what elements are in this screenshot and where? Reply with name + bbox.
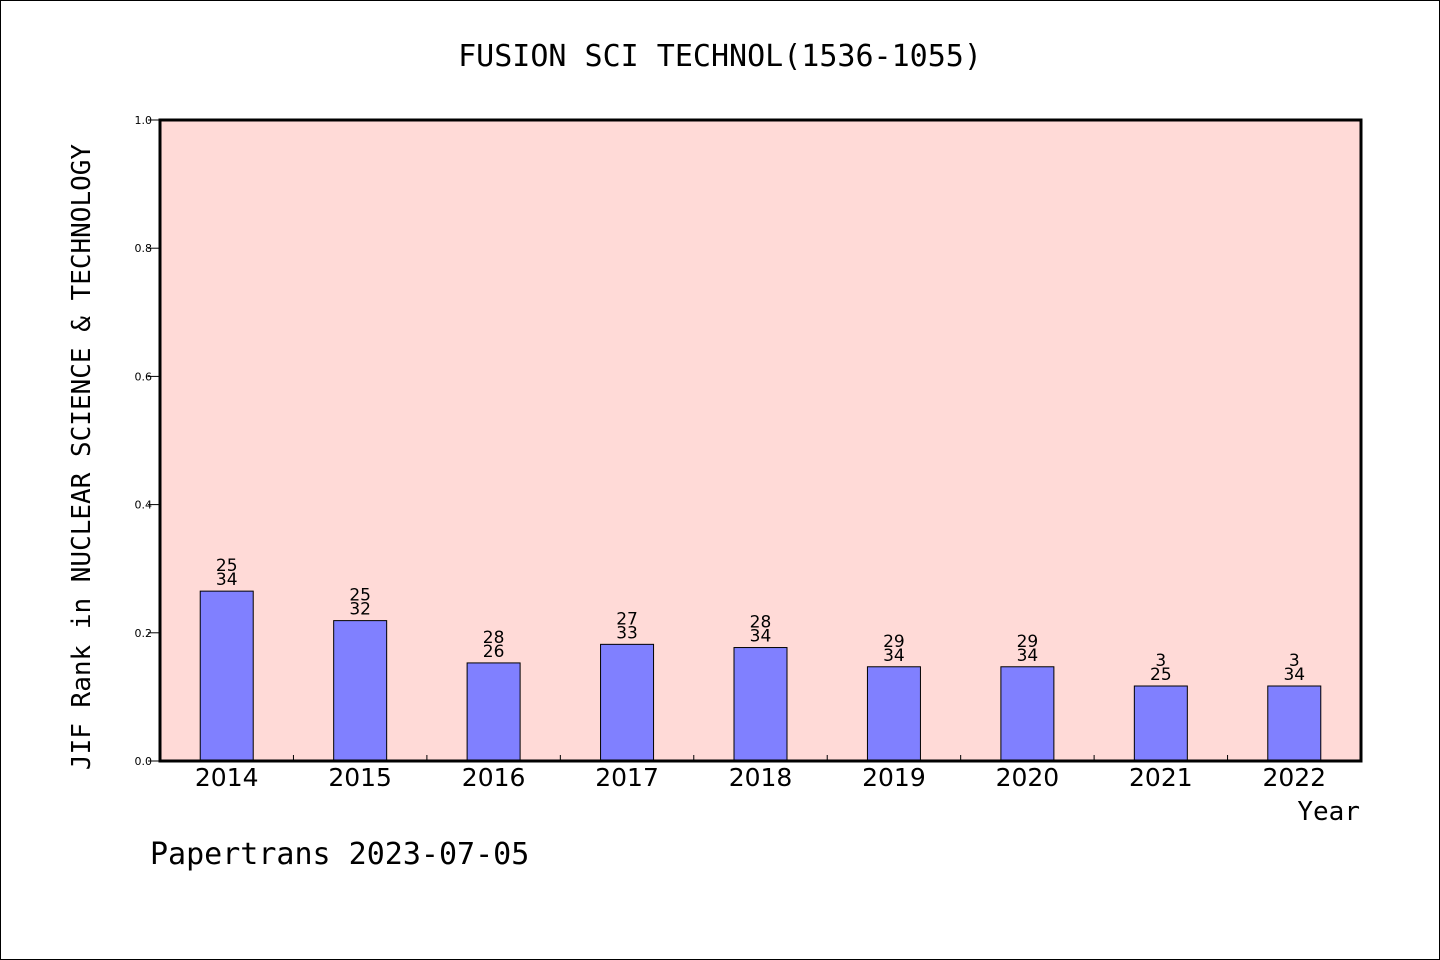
bar-label-bottom-2019: 34 [883, 646, 905, 666]
plot-border [158, 118, 1363, 763]
y-axis-label: JIF Rank in NUCLEAR SCIENCE & TECHNOLOGY [67, 144, 97, 770]
bar-label-top-2022: 3 [1289, 651, 1300, 671]
y-tick-label: 0.8 [135, 242, 153, 255]
bar-2020 [1000, 666, 1055, 762]
bar-label-bottom-2016: 26 [483, 642, 505, 662]
bar-2021 [1133, 685, 1188, 762]
bar-label-top-2017: 27 [616, 609, 638, 629]
x-tick-label-2015: 2015 [328, 763, 392, 792]
bar-2018 [733, 647, 788, 762]
bar-label-top-2016: 28 [483, 628, 505, 648]
x-tick-label-2021: 2021 [1129, 763, 1193, 792]
x-tick-label-2014: 2014 [195, 763, 259, 792]
x-tick-label-2019: 2019 [862, 763, 926, 792]
y-tick-label: 0.4 [135, 499, 153, 512]
bar-2019 [866, 666, 921, 762]
y-tick-label: 0.0 [135, 755, 153, 768]
bar-label-bottom-2014: 34 [216, 570, 238, 590]
bar-label-bottom-2020: 34 [1017, 646, 1039, 666]
bar-label-bottom-2018: 34 [750, 627, 772, 647]
x-axis: 2014 2015 2016 2017 2018 2019 2020 2021 2022 [195, 755, 1326, 792]
bar-label-top-2018: 28 [750, 613, 772, 633]
bar-label-bottom-2015: 32 [349, 600, 371, 620]
bar-label-bottom-2017: 33 [616, 623, 638, 643]
bar-2022 [1267, 685, 1322, 762]
bar-label-top-2014: 25 [216, 556, 238, 576]
y-tick-label: 0.6 [135, 370, 153, 383]
bar-2014 [199, 590, 254, 762]
chart-title: FUSION SCI TECHNOL(1536-1055) [458, 39, 982, 74]
bar-label-top-2021: 3 [1155, 651, 1166, 671]
x-tick-label-2022: 2022 [1262, 763, 1326, 792]
footer-credit: Papertrans 2023-07-05 [150, 837, 529, 872]
x-tick-label-2017: 2017 [595, 763, 659, 792]
bar-label-top-2015: 25 [349, 586, 371, 606]
x-tick-label-2016: 2016 [462, 763, 526, 792]
bar-label-bottom-2022: 34 [1283, 665, 1305, 685]
y-tick-label: 1.0 [135, 114, 153, 127]
bar-label-bottom-2021: 25 [1150, 665, 1172, 685]
bar-2017 [600, 643, 655, 762]
bar-2015 [333, 620, 388, 762]
bar-label-top-2019: 29 [883, 632, 905, 652]
x-axis-label: Year [1297, 797, 1360, 827]
y-tick-label: 0.2 [135, 627, 153, 640]
x-tick-label-2018: 2018 [729, 763, 793, 792]
y-axis: 0.0 0.2 0.4 0.6 0.8 1.0 [135, 114, 160, 768]
x-tick-label-2020: 2020 [996, 763, 1060, 792]
bar-2016 [466, 662, 521, 762]
bar-label-top-2020: 29 [1017, 632, 1039, 652]
